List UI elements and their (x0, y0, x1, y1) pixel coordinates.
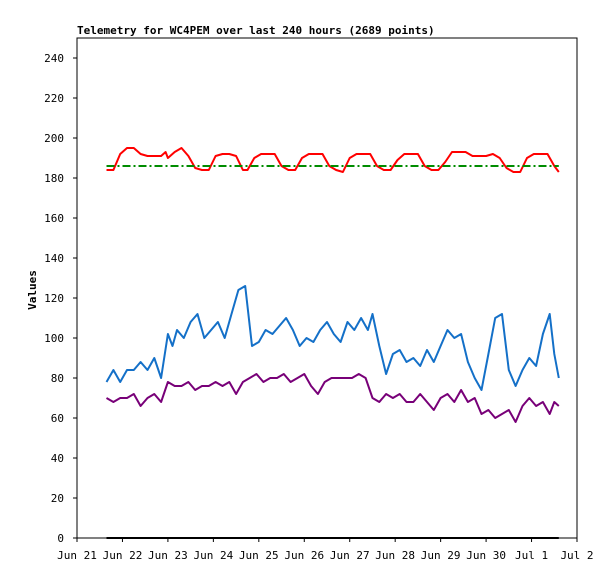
x-tick-label: Jul 1 (515, 549, 548, 562)
y-tick-label: 240 (44, 52, 64, 65)
y-tick-label: 180 (44, 172, 64, 185)
y-tick-label: 20 (51, 492, 64, 505)
y-tick-label: 120 (44, 292, 64, 305)
x-tick-label: Jun 28 (375, 549, 415, 562)
y-tick-label: 40 (51, 452, 64, 465)
x-tick-label: Jun 30 (466, 549, 506, 562)
y-tick-label: 80 (51, 372, 64, 385)
x-tick-label: Jun 29 (421, 549, 461, 562)
y-tick-label: 0 (57, 532, 64, 545)
series-line-3 (105, 373, 560, 423)
x-tick-label: Jun 27 (330, 549, 370, 562)
y-tick-label: 200 (44, 132, 64, 145)
x-tick-label: Jul 2 (560, 549, 593, 562)
x-tick-label: Jun 26 (284, 549, 324, 562)
y-tick-label: 220 (44, 92, 64, 105)
y-tick-label: 60 (51, 412, 64, 425)
x-tick-label: Jun 24 (193, 549, 233, 562)
x-tick-label: Jun 25 (239, 549, 279, 562)
x-tick-label: Jun 23 (148, 549, 188, 562)
plot-frame (76, 37, 578, 539)
x-tick-label: Jun 21 (57, 549, 97, 562)
x-tick-label: Jun 22 (103, 549, 143, 562)
series-line-0 (106, 147, 560, 173)
y-axis-label: Values (26, 270, 39, 310)
x-axis: Jun 21 Jun 22 Jun 23 Jun 24 Jun 25 Jun 26 Jun … (57, 538, 594, 562)
series-layer (105, 147, 560, 539)
y-axis: 0 20 40 60 80 100 120 140 160 180 200 220 240 (44, 52, 77, 545)
series-line-2 (105, 285, 560, 391)
y-tick-label: 100 (44, 332, 64, 345)
y-tick-label: 140 (44, 252, 64, 265)
chart-title: Telemetry for WC4PEM over last 240 hours… (77, 24, 435, 37)
y-tick-label: 160 (44, 212, 64, 225)
